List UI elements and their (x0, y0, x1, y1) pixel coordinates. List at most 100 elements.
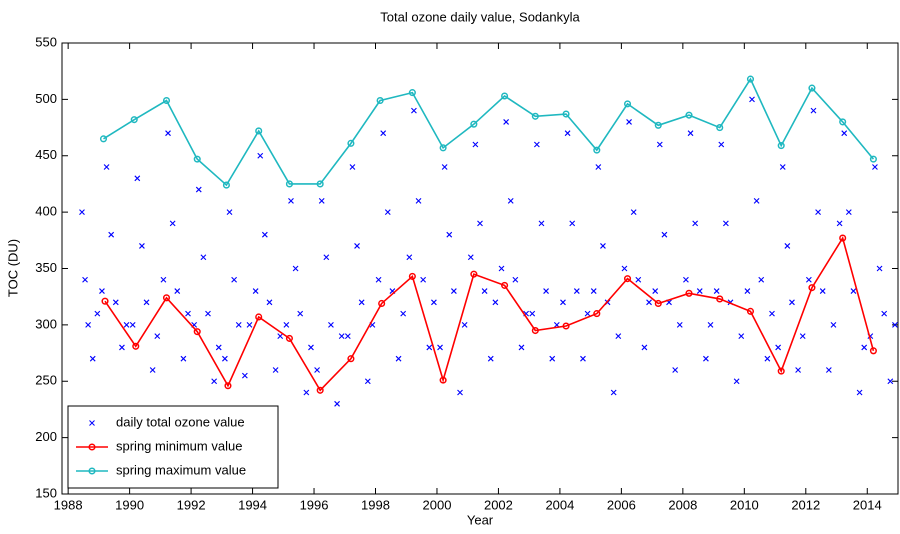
data-point (683, 276, 689, 283)
y-tick-label: 250 (35, 373, 57, 388)
series-marker (347, 355, 355, 363)
data-point (635, 276, 642, 283)
data-point (477, 220, 483, 227)
series-line (104, 236, 875, 392)
data-point (549, 355, 556, 362)
x-tick-label: 1998 (361, 497, 390, 512)
data-point (165, 130, 171, 137)
data-point (200, 254, 207, 261)
data-point (805, 276, 812, 283)
data-point (769, 310, 775, 317)
data-point (288, 197, 294, 204)
data-point (749, 96, 755, 103)
series-marker (501, 92, 509, 100)
data-point (450, 288, 457, 294)
data-point (354, 243, 360, 249)
data-point (819, 288, 826, 294)
data-point (99, 288, 105, 294)
series-marker (562, 322, 570, 330)
legend-label: daily total ozone value (116, 414, 245, 429)
series-marker (101, 297, 109, 305)
series-marker (316, 386, 324, 394)
data-point (779, 164, 786, 170)
data-point (656, 141, 663, 148)
series-marker (593, 146, 601, 154)
data-point (661, 231, 668, 238)
data-point (195, 186, 202, 193)
series-marker (839, 118, 847, 126)
data-point (503, 119, 510, 125)
data-point (143, 299, 150, 306)
data-point (744, 288, 751, 294)
data-point (94, 310, 101, 317)
data-point (446, 231, 453, 238)
series-marker (285, 180, 293, 188)
data-point (252, 288, 259, 294)
data-point (569, 220, 576, 227)
data-point (426, 344, 433, 351)
data-point (610, 389, 617, 396)
data-point (134, 175, 141, 182)
data-point (707, 321, 714, 328)
data-point (676, 321, 683, 328)
data-point (103, 164, 110, 170)
data-point (205, 310, 211, 317)
series-marker (470, 270, 478, 278)
data-point (318, 197, 325, 204)
data-point (380, 130, 387, 137)
data-point (266, 299, 273, 306)
data-point (538, 220, 545, 227)
data-point (461, 321, 468, 328)
data-point (799, 333, 806, 340)
data-point (815, 209, 821, 216)
data-point (400, 310, 407, 317)
series-marker (593, 310, 601, 318)
series-marker (470, 120, 478, 128)
series-marker (224, 382, 232, 390)
data-point (415, 197, 422, 204)
data-point (108, 231, 115, 238)
data-point (850, 288, 857, 294)
x-tick-label: 2014 (853, 497, 882, 512)
data-point (261, 231, 268, 238)
data-point (615, 333, 622, 340)
data-point (487, 355, 494, 362)
series-marker (501, 281, 509, 289)
series-marker (685, 111, 693, 119)
data-point (257, 152, 264, 159)
data-point (231, 276, 238, 283)
series-marker (869, 347, 877, 355)
data-point (283, 321, 290, 328)
data-point (836, 220, 843, 227)
series-marker (132, 342, 140, 350)
data-point (518, 344, 525, 351)
data-point (112, 299, 119, 306)
x-tick-label: 2000 (423, 497, 452, 512)
series-marker (376, 96, 384, 105)
data-point (334, 400, 340, 407)
data-point (872, 164, 878, 170)
data-point (277, 333, 284, 340)
data-point (887, 378, 894, 385)
series-marker (255, 127, 263, 135)
series-marker (285, 334, 293, 342)
series-marker (193, 328, 201, 336)
data-point (123, 321, 130, 328)
data-point (580, 355, 586, 362)
data-point (738, 333, 745, 340)
series-marker (193, 155, 201, 163)
data-point (845, 209, 852, 216)
series-marker (378, 299, 386, 308)
data-point (169, 220, 176, 227)
data-point (841, 130, 848, 137)
data-point (703, 355, 709, 362)
data-point (420, 276, 427, 283)
series-marker (347, 139, 355, 147)
series-marker (531, 326, 539, 335)
y-tick-label: 350 (35, 260, 57, 275)
series-marker (623, 100, 632, 108)
y-tick-label: 400 (35, 204, 57, 219)
legend-label: spring maximum value (116, 462, 246, 477)
series-marker (808, 84, 816, 92)
data-point (467, 254, 474, 261)
